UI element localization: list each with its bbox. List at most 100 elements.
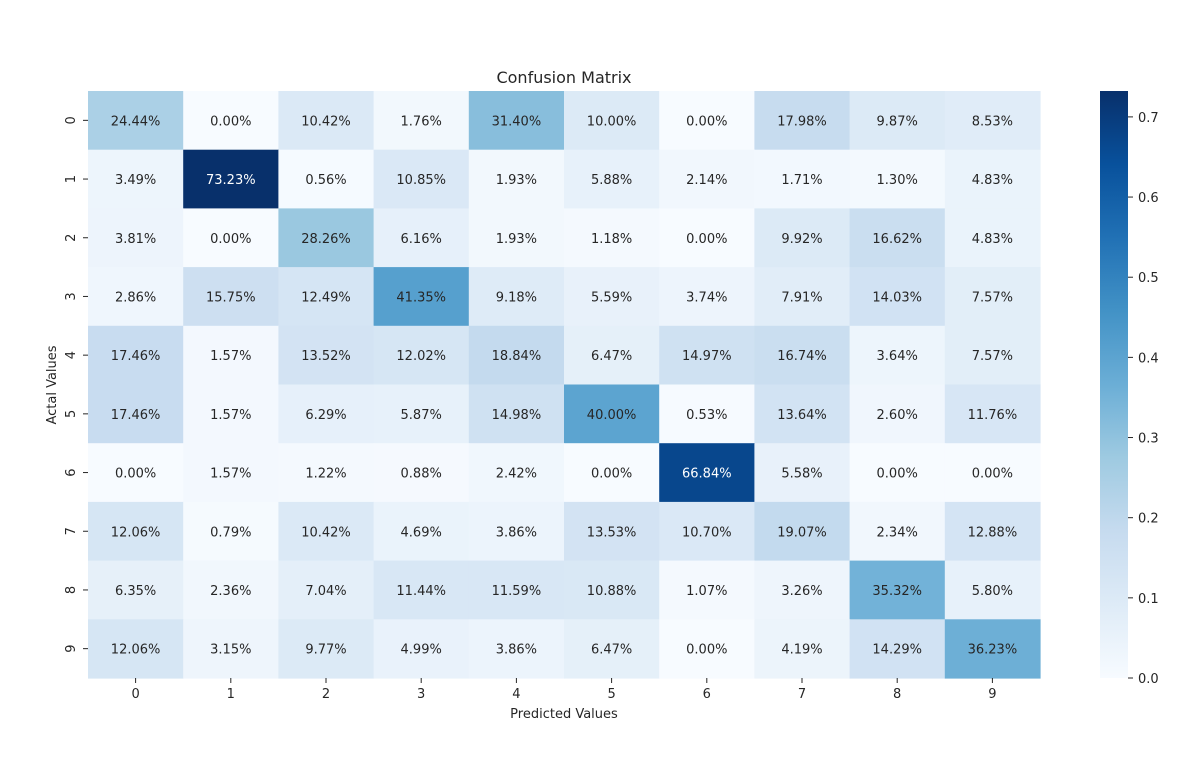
colorbar-tick-label: 0.3 bbox=[1138, 432, 1159, 447]
cell-label-r4-c5: 6.47% bbox=[591, 349, 632, 364]
heatmap-cell-r0-c1 bbox=[183, 91, 279, 151]
cell-label-r8-c4: 11.59% bbox=[492, 584, 542, 599]
heatmap-cell-r1-c5 bbox=[564, 149, 660, 209]
cell-label-r5-c4: 14.98% bbox=[492, 408, 542, 423]
cell-label-r5-c0: 17.46% bbox=[111, 408, 161, 423]
cell-label-r0-c2: 10.42% bbox=[301, 114, 351, 129]
cell-label-r2-c8: 16.62% bbox=[872, 232, 922, 247]
heatmap-cell-r4-c7 bbox=[754, 325, 851, 386]
colorbar bbox=[1100, 91, 1128, 678]
cell-label-r3-c5: 5.59% bbox=[591, 290, 632, 305]
heatmap-cell-r0-c5 bbox=[564, 91, 660, 151]
x-tick-label: 1 bbox=[227, 687, 235, 702]
heatmap-cell-r6-c5 bbox=[564, 443, 660, 503]
cell-label-r8-c0: 6.35% bbox=[115, 584, 156, 599]
cell-label-r1-c9: 4.83% bbox=[972, 173, 1013, 188]
cell-label-r9-c6: 0.00% bbox=[686, 643, 727, 658]
cell-label-r2-c6: 0.00% bbox=[686, 232, 727, 247]
y-tick-label: 1 bbox=[64, 175, 79, 183]
heatmap-cell-r3-c7 bbox=[754, 267, 851, 327]
heatmap-cell-r5-c4 bbox=[468, 384, 565, 444]
cell-label-r4-c7: 16.74% bbox=[777, 349, 827, 364]
cell-label-r1-c8: 1.30% bbox=[877, 173, 918, 188]
heatmap-cell-r9-c7 bbox=[754, 619, 851, 679]
heatmap-cell-r5-c9 bbox=[944, 384, 1041, 444]
heatmap-cell-r0-c0 bbox=[88, 91, 184, 151]
cell-label-r8-c1: 2.36% bbox=[210, 584, 251, 599]
heatmap-cell-r1-c4 bbox=[468, 149, 565, 209]
heatmap-cell-r4-c6 bbox=[659, 325, 755, 386]
heatmap-cell-r3-c2 bbox=[278, 267, 375, 327]
chart-title: Confusion Matrix bbox=[496, 68, 631, 87]
heatmap-cell-r5-c1 bbox=[183, 384, 279, 444]
cell-label-r1-c3: 10.85% bbox=[396, 173, 446, 188]
cell-label-r1-c0: 3.49% bbox=[115, 173, 156, 188]
heatmap-cell-r6-c1 bbox=[183, 443, 279, 503]
cell-label-r7-c6: 10.70% bbox=[682, 525, 732, 540]
heatmap-cell-r5-c6 bbox=[659, 384, 755, 444]
heatmap-cell-r1-c7 bbox=[754, 149, 851, 209]
heatmap-cell-r3-c5 bbox=[564, 267, 660, 327]
heatmap-cell-r0-c8 bbox=[849, 91, 946, 151]
cell-label-r0-c7: 17.98% bbox=[777, 114, 827, 129]
heatmap-cell-r1-c9 bbox=[944, 149, 1041, 209]
cell-label-r0-c0: 24.44% bbox=[111, 114, 161, 129]
cell-label-r4-c9: 7.57% bbox=[972, 349, 1013, 364]
heatmap-cell-r7-c2 bbox=[278, 501, 375, 562]
cell-label-r2-c5: 1.18% bbox=[591, 232, 632, 247]
y-tick-label: 6 bbox=[64, 468, 79, 476]
cell-label-r4-c1: 1.57% bbox=[210, 349, 251, 364]
heatmap-cell-r2-c5 bbox=[564, 208, 660, 268]
cell-label-r6-c4: 2.42% bbox=[496, 467, 537, 482]
cell-label-r7-c9: 12.88% bbox=[968, 525, 1018, 540]
heatmap-cell-r3-c0 bbox=[88, 267, 184, 327]
cell-label-r7-c4: 3.86% bbox=[496, 525, 537, 540]
cell-label-r2-c1: 0.00% bbox=[210, 232, 251, 247]
heatmap-cell-r8-c3 bbox=[373, 560, 470, 620]
heatmap-cell-r8-c6 bbox=[659, 560, 755, 620]
cell-label-r0-c8: 9.87% bbox=[877, 114, 918, 129]
heatmap-cell-r2-c6 bbox=[659, 208, 755, 268]
heatmap-cell-r3-c9 bbox=[944, 267, 1041, 327]
x-tick-label: 7 bbox=[798, 687, 806, 702]
cell-label-r3-c8: 14.03% bbox=[872, 290, 922, 305]
cell-label-r0-c9: 8.53% bbox=[972, 114, 1013, 129]
heatmap-cell-r5-c0 bbox=[88, 384, 184, 444]
cell-label-r2-c7: 9.92% bbox=[781, 232, 822, 247]
cell-label-r3-c4: 9.18% bbox=[496, 290, 537, 305]
heatmap-cell-r2-c3 bbox=[373, 208, 470, 268]
cell-label-r5-c2: 6.29% bbox=[305, 408, 346, 423]
colorbar-tick-label: 0.0 bbox=[1138, 672, 1159, 687]
heatmap-cell-r0-c4 bbox=[468, 91, 565, 151]
cell-label-r6-c6: 66.84% bbox=[682, 467, 732, 482]
heatmap-cell-r5-c5 bbox=[564, 384, 660, 444]
x-tick-label: 4 bbox=[512, 687, 520, 702]
heatmap-cell-r6-c3 bbox=[373, 443, 470, 503]
heatmap-cell-r9-c1 bbox=[183, 619, 279, 679]
heatmap-cell-r0-c3 bbox=[373, 91, 470, 151]
heatmap-cell-r3-c1 bbox=[183, 267, 279, 327]
cell-label-r6-c9: 0.00% bbox=[972, 467, 1013, 482]
cell-label-r7-c0: 12.06% bbox=[111, 525, 161, 540]
heatmap-cell-r6-c2 bbox=[278, 443, 375, 503]
cell-label-r8-c3: 11.44% bbox=[396, 584, 446, 599]
y-axis-label: Actal Values bbox=[45, 345, 60, 424]
cell-label-r8-c7: 3.26% bbox=[781, 584, 822, 599]
cell-label-r0-c3: 1.76% bbox=[401, 114, 442, 129]
cell-label-r0-c4: 31.40% bbox=[492, 114, 542, 129]
heatmap-cell-r8-c2 bbox=[278, 560, 375, 620]
cell-label-r8-c9: 5.80% bbox=[972, 584, 1013, 599]
heatmap-cell-r6-c0 bbox=[88, 443, 184, 503]
cell-label-r6-c8: 0.00% bbox=[877, 467, 918, 482]
cell-label-r4-c3: 12.02% bbox=[396, 349, 446, 364]
heatmap-cell-r4-c4 bbox=[468, 325, 565, 386]
heatmap-cell-r2-c7 bbox=[754, 208, 851, 268]
cell-label-r3-c0: 2.86% bbox=[115, 290, 156, 305]
cell-label-r6-c3: 0.88% bbox=[401, 467, 442, 482]
x-tick-label: 0 bbox=[131, 687, 139, 702]
heatmap-cell-r9-c9 bbox=[944, 619, 1041, 679]
colorbar-tick-label: 0.5 bbox=[1138, 271, 1159, 286]
heatmap-cell-r7-c3 bbox=[373, 501, 470, 562]
heatmap-cell-r7-c5 bbox=[564, 501, 660, 562]
heatmap-cell-r9-c4 bbox=[468, 619, 565, 679]
